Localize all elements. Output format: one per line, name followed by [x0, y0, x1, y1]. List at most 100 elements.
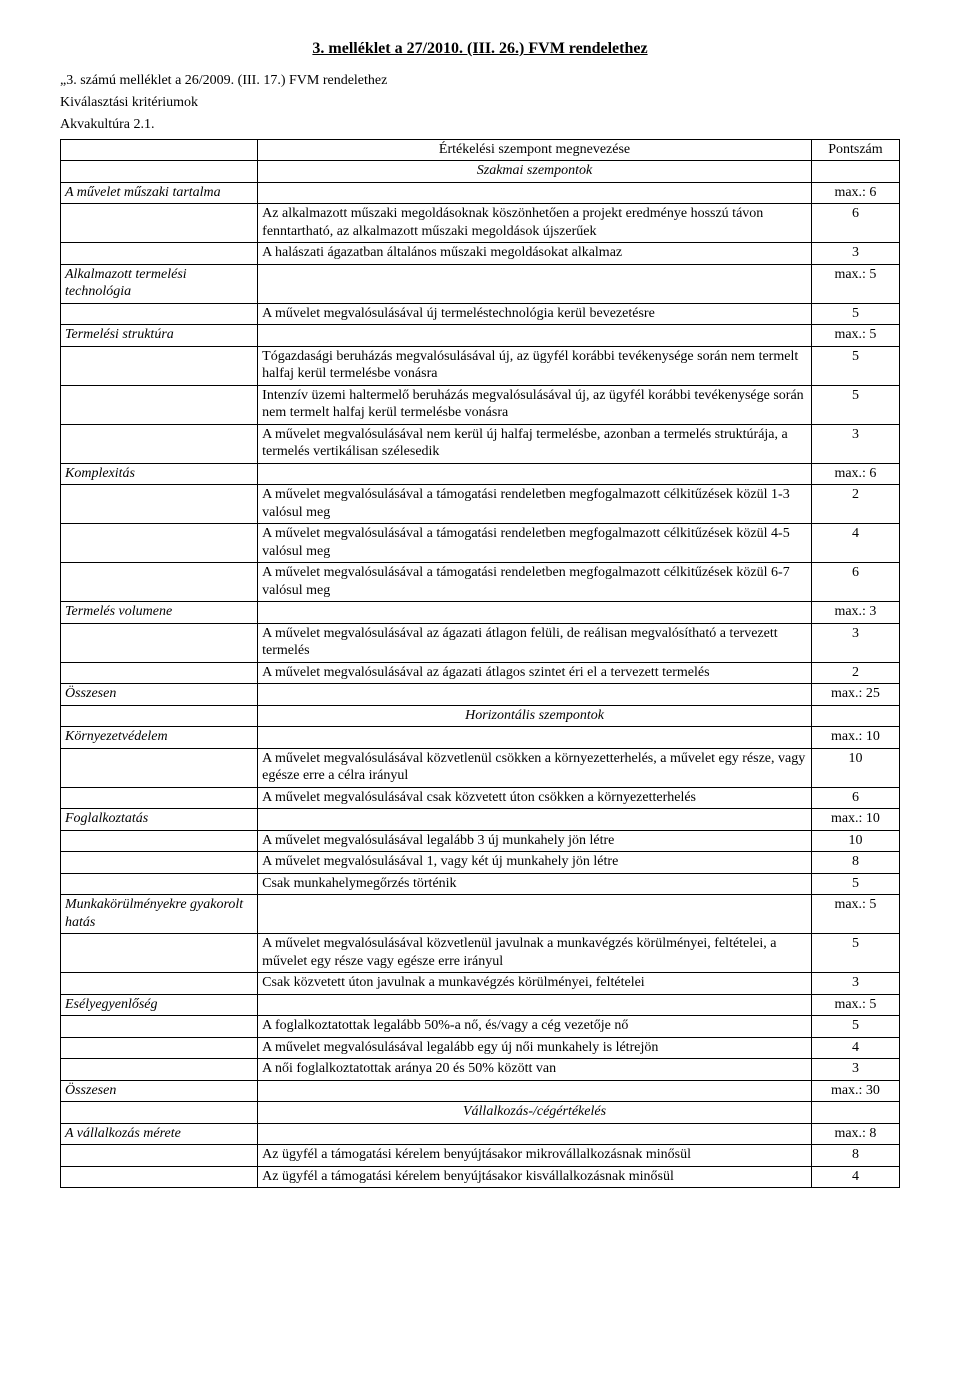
score-termelesi-struktura: max.: 5: [811, 325, 899, 347]
criterion-score: 6: [811, 563, 899, 602]
row-munkakorulmenyek: Munkakörülményekre gyakorolt hatás max.:…: [61, 895, 900, 934]
criterion-score: 8: [811, 1145, 899, 1167]
table-row: A művelet megvalósulásával nem kerül új …: [61, 424, 900, 463]
header-col2: Értékelési szempont megnevezése: [258, 139, 812, 161]
row-termeles-volumene: Termelés volumene max.: 3: [61, 602, 900, 624]
page-title: 3. melléklet a 27/2010. (III. 26.) FVM r…: [60, 40, 900, 58]
label-muszaki-tartalma: A művelet műszaki tartalma: [61, 182, 258, 204]
criterion-score: 10: [811, 830, 899, 852]
criterion-text: A művelet megvalósulásával az ágazati át…: [258, 623, 812, 662]
table-row: A női foglalkoztatottak aránya 20 és 50%…: [61, 1059, 900, 1081]
row-muszaki-tartalma: A művelet műszaki tartalma max.: 6: [61, 182, 900, 204]
table-header-row: Értékelési szempont megnevezése Pontszám: [61, 139, 900, 161]
label-komplexitas: Komplexitás: [61, 463, 258, 485]
score-munkakorulmenyek: max.: 5: [811, 895, 899, 934]
criterion-score: 6: [811, 787, 899, 809]
criterion-score: 3: [811, 623, 899, 662]
criterion-text: A művelet megvalósulásával a támogatási …: [258, 485, 812, 524]
row-alkalmazott-technologia: Alkalmazott termelési technológia max.: …: [61, 264, 900, 303]
table-row: A művelet megvalósulásával az ágazati át…: [61, 662, 900, 684]
criterion-score: 5: [811, 873, 899, 895]
criterion-score: 8: [811, 852, 899, 874]
criterion-score: 5: [811, 1016, 899, 1038]
preamble-line-3: Akvakultúra 2.1.: [60, 116, 900, 134]
label-termelesi-struktura: Termelési struktúra: [61, 325, 258, 347]
criterion-text: A művelet megvalósulásával legalább egy …: [258, 1037, 812, 1059]
label-foglalkoztatas: Foglalkoztatás: [61, 809, 258, 831]
table-row: A művelet megvalósulásával közvetlenül j…: [61, 934, 900, 973]
table-row: Az ügyfél a támogatási kérelem benyújtás…: [61, 1145, 900, 1167]
criterion-score: 5: [811, 303, 899, 325]
table-row: A művelet megvalósulásával legalább egy …: [61, 1037, 900, 1059]
score-muszaki-tartalma: max.: 6: [811, 182, 899, 204]
section-vallalkozas-label: Vállalkozás-/cégértékelés: [258, 1102, 812, 1124]
score-termeles-volumene: max.: 3: [811, 602, 899, 624]
row-kornyezetvedelem: Környezetvédelem max.: 10: [61, 727, 900, 749]
row-osszesen-2: Összesen max.: 30: [61, 1080, 900, 1102]
criterion-text: A női foglalkoztatottak aránya 20 és 50%…: [258, 1059, 812, 1081]
criterion-score: 6: [811, 204, 899, 243]
score-komplexitas: max.: 6: [811, 463, 899, 485]
section-szakmai: Szakmai szempontok: [61, 161, 900, 183]
criterion-text: Intenzív üzemi haltermelő beruházás megv…: [258, 385, 812, 424]
criterion-score: 5: [811, 934, 899, 973]
row-eselyegyenloseg: Esélyegyenlőség max.: 5: [61, 994, 900, 1016]
score-eselyegyenloseg: max.: 5: [811, 994, 899, 1016]
score-kornyezetvedelem: max.: 10: [811, 727, 899, 749]
criterion-text: A művelet megvalósulásával legalább 3 új…: [258, 830, 812, 852]
criterion-score: 5: [811, 385, 899, 424]
row-termelesi-struktura: Termelési struktúra max.: 5: [61, 325, 900, 347]
label-termeles-volumene: Termelés volumene: [61, 602, 258, 624]
score-vallalkozas-merete: max.: 8: [811, 1123, 899, 1145]
table-row: A művelet megvalósulásával új termeléste…: [61, 303, 900, 325]
table-row: A művelet megvalósulásával legalább 3 új…: [61, 830, 900, 852]
row-osszesen-1: Összesen max.: 25: [61, 684, 900, 706]
criterion-text: A művelet megvalósulásával közvetlenül j…: [258, 934, 812, 973]
label-kornyezetvedelem: Környezetvédelem: [61, 727, 258, 749]
criterion-score: 2: [811, 662, 899, 684]
criterion-text: A művelet megvalósulásával közvetlenül c…: [258, 748, 812, 787]
score-alkalmazott-technologia: max.: 5: [811, 264, 899, 303]
criterion-text: A művelet megvalósulásával az ágazati át…: [258, 662, 812, 684]
section-horizontalis: Horizontális szempontok: [61, 705, 900, 727]
criterion-text: A művelet megvalósulásával új termeléste…: [258, 303, 812, 325]
evaluation-table: Értékelési szempont megnevezése Pontszám…: [60, 139, 900, 1189]
criterion-score: 3: [811, 243, 899, 265]
header-col3: Pontszám: [811, 139, 899, 161]
criterion-score: 2: [811, 485, 899, 524]
table-row: A művelet megvalósulásával a támogatási …: [61, 485, 900, 524]
table-row: A művelet megvalósulásával közvetlenül c…: [61, 748, 900, 787]
criterion-text: Tógazdasági beruházás megvalósulásával ú…: [258, 346, 812, 385]
table-row: A művelet megvalósulásával az ágazati át…: [61, 623, 900, 662]
criterion-text: Az alkalmazott műszaki megoldásoknak kös…: [258, 204, 812, 243]
criterion-score: 5: [811, 346, 899, 385]
criterion-text: A művelet megvalósulásával a támogatási …: [258, 563, 812, 602]
criterion-text: Csak közvetett úton javulnak a munkavégz…: [258, 973, 812, 995]
criterion-text: A művelet megvalósulásával nem kerül új …: [258, 424, 812, 463]
criterion-text: A művelet megvalósulásával csak közvetet…: [258, 787, 812, 809]
criterion-score: 4: [811, 1166, 899, 1188]
criterion-text: A művelet megvalósulásával a támogatási …: [258, 524, 812, 563]
score-osszesen-1: max.: 25: [811, 684, 899, 706]
table-row: Az alkalmazott műszaki megoldásoknak kös…: [61, 204, 900, 243]
label-osszesen-1: Összesen: [61, 684, 258, 706]
row-vallalkozas-merete: A vállalkozás mérete max.: 8: [61, 1123, 900, 1145]
score-osszesen-2: max.: 30: [811, 1080, 899, 1102]
criterion-score: 10: [811, 748, 899, 787]
label-vallalkozas-merete: A vállalkozás mérete: [61, 1123, 258, 1145]
criterion-score: 4: [811, 1037, 899, 1059]
criterion-text: Az ügyfél a támogatási kérelem benyújtás…: [258, 1166, 812, 1188]
table-row: A művelet megvalósulásával a támogatási …: [61, 524, 900, 563]
section-vallalkozas: Vállalkozás-/cégértékelés: [61, 1102, 900, 1124]
label-osszesen-2: Összesen: [61, 1080, 258, 1102]
row-foglalkoztatas: Foglalkoztatás max.: 10: [61, 809, 900, 831]
table-row: A halászati ágazatban általános műszaki …: [61, 243, 900, 265]
criterion-text: A művelet megvalósulásával 1, vagy két ú…: [258, 852, 812, 874]
criterion-text: A foglalkoztatottak legalább 50%-a nő, é…: [258, 1016, 812, 1038]
table-row: A foglalkoztatottak legalább 50%-a nő, é…: [61, 1016, 900, 1038]
criterion-score: 3: [811, 424, 899, 463]
criterion-score: 3: [811, 973, 899, 995]
preamble-line-1: „3. számú melléklet a 26/2009. (III. 17.…: [60, 72, 900, 90]
preamble-line-2: Kiválasztási kritériumok: [60, 94, 900, 112]
criterion-score: 4: [811, 524, 899, 563]
